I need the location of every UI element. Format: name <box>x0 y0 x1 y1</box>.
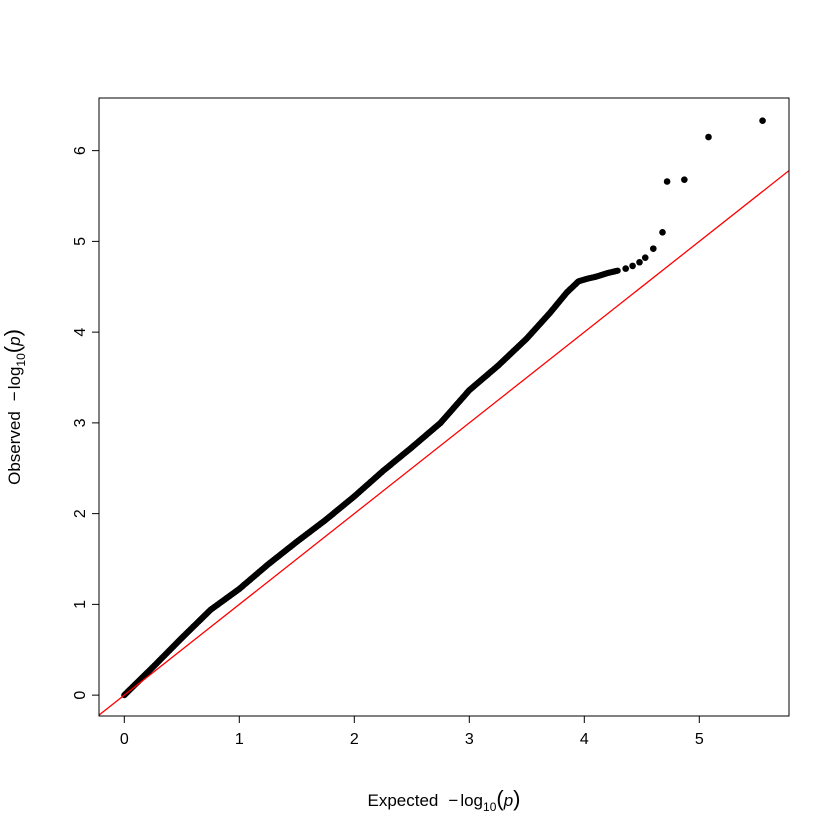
observed-points-dense <box>121 267 621 699</box>
x-tick-label: 0 <box>120 731 129 748</box>
observed-point <box>705 133 712 141</box>
observed-point <box>681 176 688 183</box>
observed-point <box>614 267 621 274</box>
x-tick-label: 5 <box>695 731 704 748</box>
y-tick-label: 0 <box>72 691 89 700</box>
y-tick-label: 1 <box>72 600 89 609</box>
x-tick-label: 1 <box>235 731 244 748</box>
x-tick-label: 4 <box>580 731 589 748</box>
x-tick-label: 2 <box>350 731 359 748</box>
observed-point <box>663 178 671 185</box>
y-tick-label: 4 <box>72 328 89 337</box>
x-tick-label: 3 <box>465 731 474 748</box>
observed-point <box>759 117 766 124</box>
reference-line <box>99 170 789 716</box>
x-axis-label: Expected − log10(p) <box>368 786 521 814</box>
observed-point <box>641 254 649 262</box>
y-tick-label: 2 <box>72 509 89 518</box>
y-tick-label: 5 <box>72 237 89 246</box>
y-axis-label: Observed−log10(p) <box>0 329 28 485</box>
observed-point <box>622 265 629 272</box>
observed-point <box>650 245 657 252</box>
observed-point <box>659 229 666 236</box>
observed-point <box>629 262 636 270</box>
plot-frame <box>98 97 790 717</box>
y-tick-label: 3 <box>72 418 89 427</box>
x-axis: 0 1 2 3 4 5 <box>120 716 704 748</box>
plot-area <box>99 117 789 716</box>
y-tick-label: 6 <box>72 146 89 155</box>
observed-point <box>636 258 643 266</box>
y-axis: 0 1 2 3 4 5 6 <box>72 146 99 700</box>
